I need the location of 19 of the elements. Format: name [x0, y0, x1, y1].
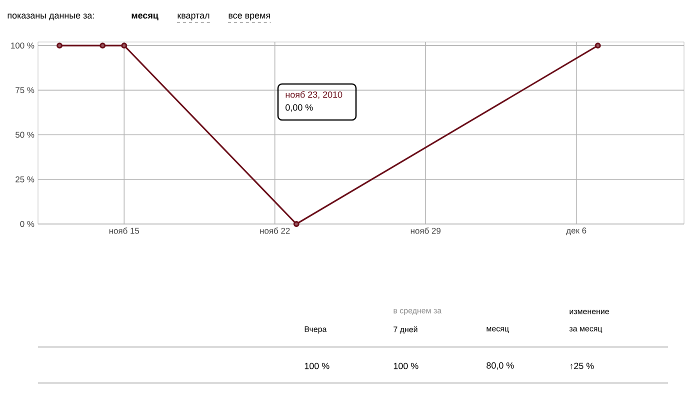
text: показаны данные за:	[8, 14, 94, 20]
x-tick-label: нояб 29	[410, 228, 440, 234]
text: месяц	[132, 14, 158, 20]
x-tick-label: нояб 15	[109, 228, 140, 234]
text: 100 %	[394, 362, 418, 370]
y-tick-label: 75 %	[16, 87, 34, 94]
text: ↑25 %	[570, 362, 594, 370]
y-tick-label: 25 %	[16, 176, 34, 182]
text: все время	[228, 14, 270, 20]
annotation: нояб 23, 2010	[286, 91, 342, 99]
text: 80,0 %	[486, 362, 514, 370]
annotation: 0,00 %	[286, 104, 313, 112]
y-tick-label: 50 %	[16, 132, 34, 138]
x-tick-label: нояб 22	[260, 228, 290, 234]
text: 100 %	[304, 362, 330, 370]
y-tick-label: 0 %	[20, 221, 34, 227]
x-tick-label: дек 6	[566, 228, 586, 236]
text: квартал	[178, 14, 210, 20]
y-tick-label: 100 %	[11, 42, 34, 49]
